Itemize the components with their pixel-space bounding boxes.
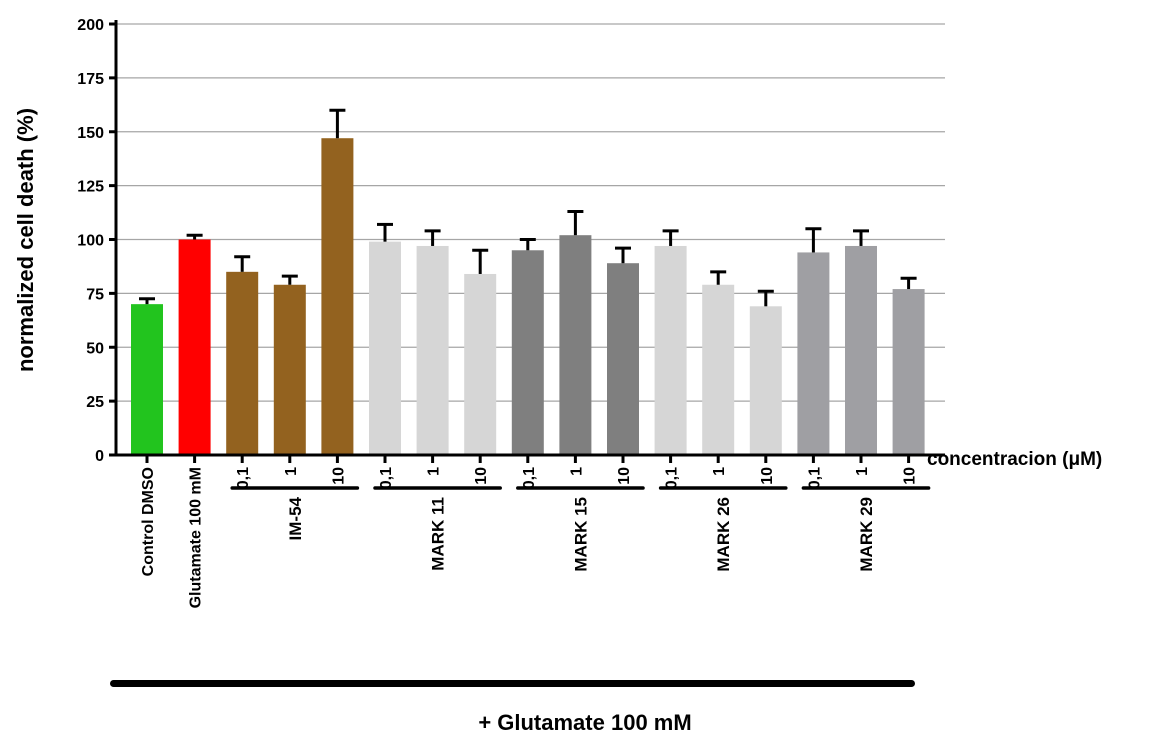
labels: 0 25 50 75 100 125 150 175 200 Control DMSO Glutam… <box>77 17 918 608</box>
bar <box>416 245 449 455</box>
x-tick-label: 1 <box>283 467 300 476</box>
x-tick-label: 10 <box>759 467 776 485</box>
x-tick-label: 0,1 <box>521 467 538 489</box>
y-tick-label: 25 <box>86 394 104 411</box>
group-label: MARK 29 <box>857 497 876 572</box>
bar <box>131 304 163 455</box>
y-tick-label: 125 <box>77 179 104 196</box>
footer-label: + Glutamate 100 mM <box>478 710 691 735</box>
group-label: MARK 11 <box>429 497 448 571</box>
bar <box>464 273 497 455</box>
x-tick-label: 0,1 <box>378 467 395 489</box>
x-tick-label: 10 <box>330 467 347 485</box>
bars <box>131 138 925 455</box>
y-tick-label: 150 <box>77 125 104 142</box>
bar <box>321 138 354 455</box>
x-tick-label: 0,1 <box>235 467 252 489</box>
x-tick-label: 10 <box>616 467 633 485</box>
y-axis-title: normalized cell death (%) <box>13 108 38 372</box>
x-tick-label: Control DMSO <box>140 467 157 576</box>
y-tick-label: 0 <box>95 448 104 465</box>
x-tick-label: 10 <box>902 467 919 485</box>
group-label: MARK 15 <box>571 497 590 572</box>
bar <box>369 241 401 455</box>
y-tick-label: 75 <box>86 286 104 303</box>
bar <box>654 245 687 455</box>
bar <box>273 284 306 455</box>
group-label: MARK 26 <box>714 497 733 572</box>
x-tick-label: 1 <box>426 467 443 476</box>
axes <box>109 20 945 490</box>
y-tick-label: 200 <box>77 17 104 34</box>
x-tick-label: 0,1 <box>664 467 681 489</box>
concentration-label: concentracion (μM) <box>927 449 1102 470</box>
x-tick-label: 1 <box>854 467 871 476</box>
footer-bar <box>110 680 915 687</box>
group-label: IM-54 <box>286 496 305 540</box>
bar <box>559 235 592 455</box>
bar <box>892 289 925 455</box>
bar <box>226 271 259 455</box>
error-bars <box>139 108 917 307</box>
bar <box>749 306 782 455</box>
bar <box>702 284 735 455</box>
bar <box>845 245 877 455</box>
bar <box>511 250 544 455</box>
x-tick-label: Glutamate 100 mM <box>188 467 205 608</box>
x-tick-label: 1 <box>711 467 728 476</box>
x-tick-label: 0,1 <box>806 467 823 489</box>
x-tick-label: 10 <box>473 467 490 485</box>
bar <box>178 239 211 455</box>
bar <box>797 252 830 455</box>
y-tick-label: 100 <box>77 233 104 250</box>
bar <box>607 263 639 455</box>
y-tick-label: 50 <box>86 340 104 357</box>
x-tick-label: 1 <box>568 467 585 476</box>
y-tick-label: 175 <box>77 71 104 88</box>
